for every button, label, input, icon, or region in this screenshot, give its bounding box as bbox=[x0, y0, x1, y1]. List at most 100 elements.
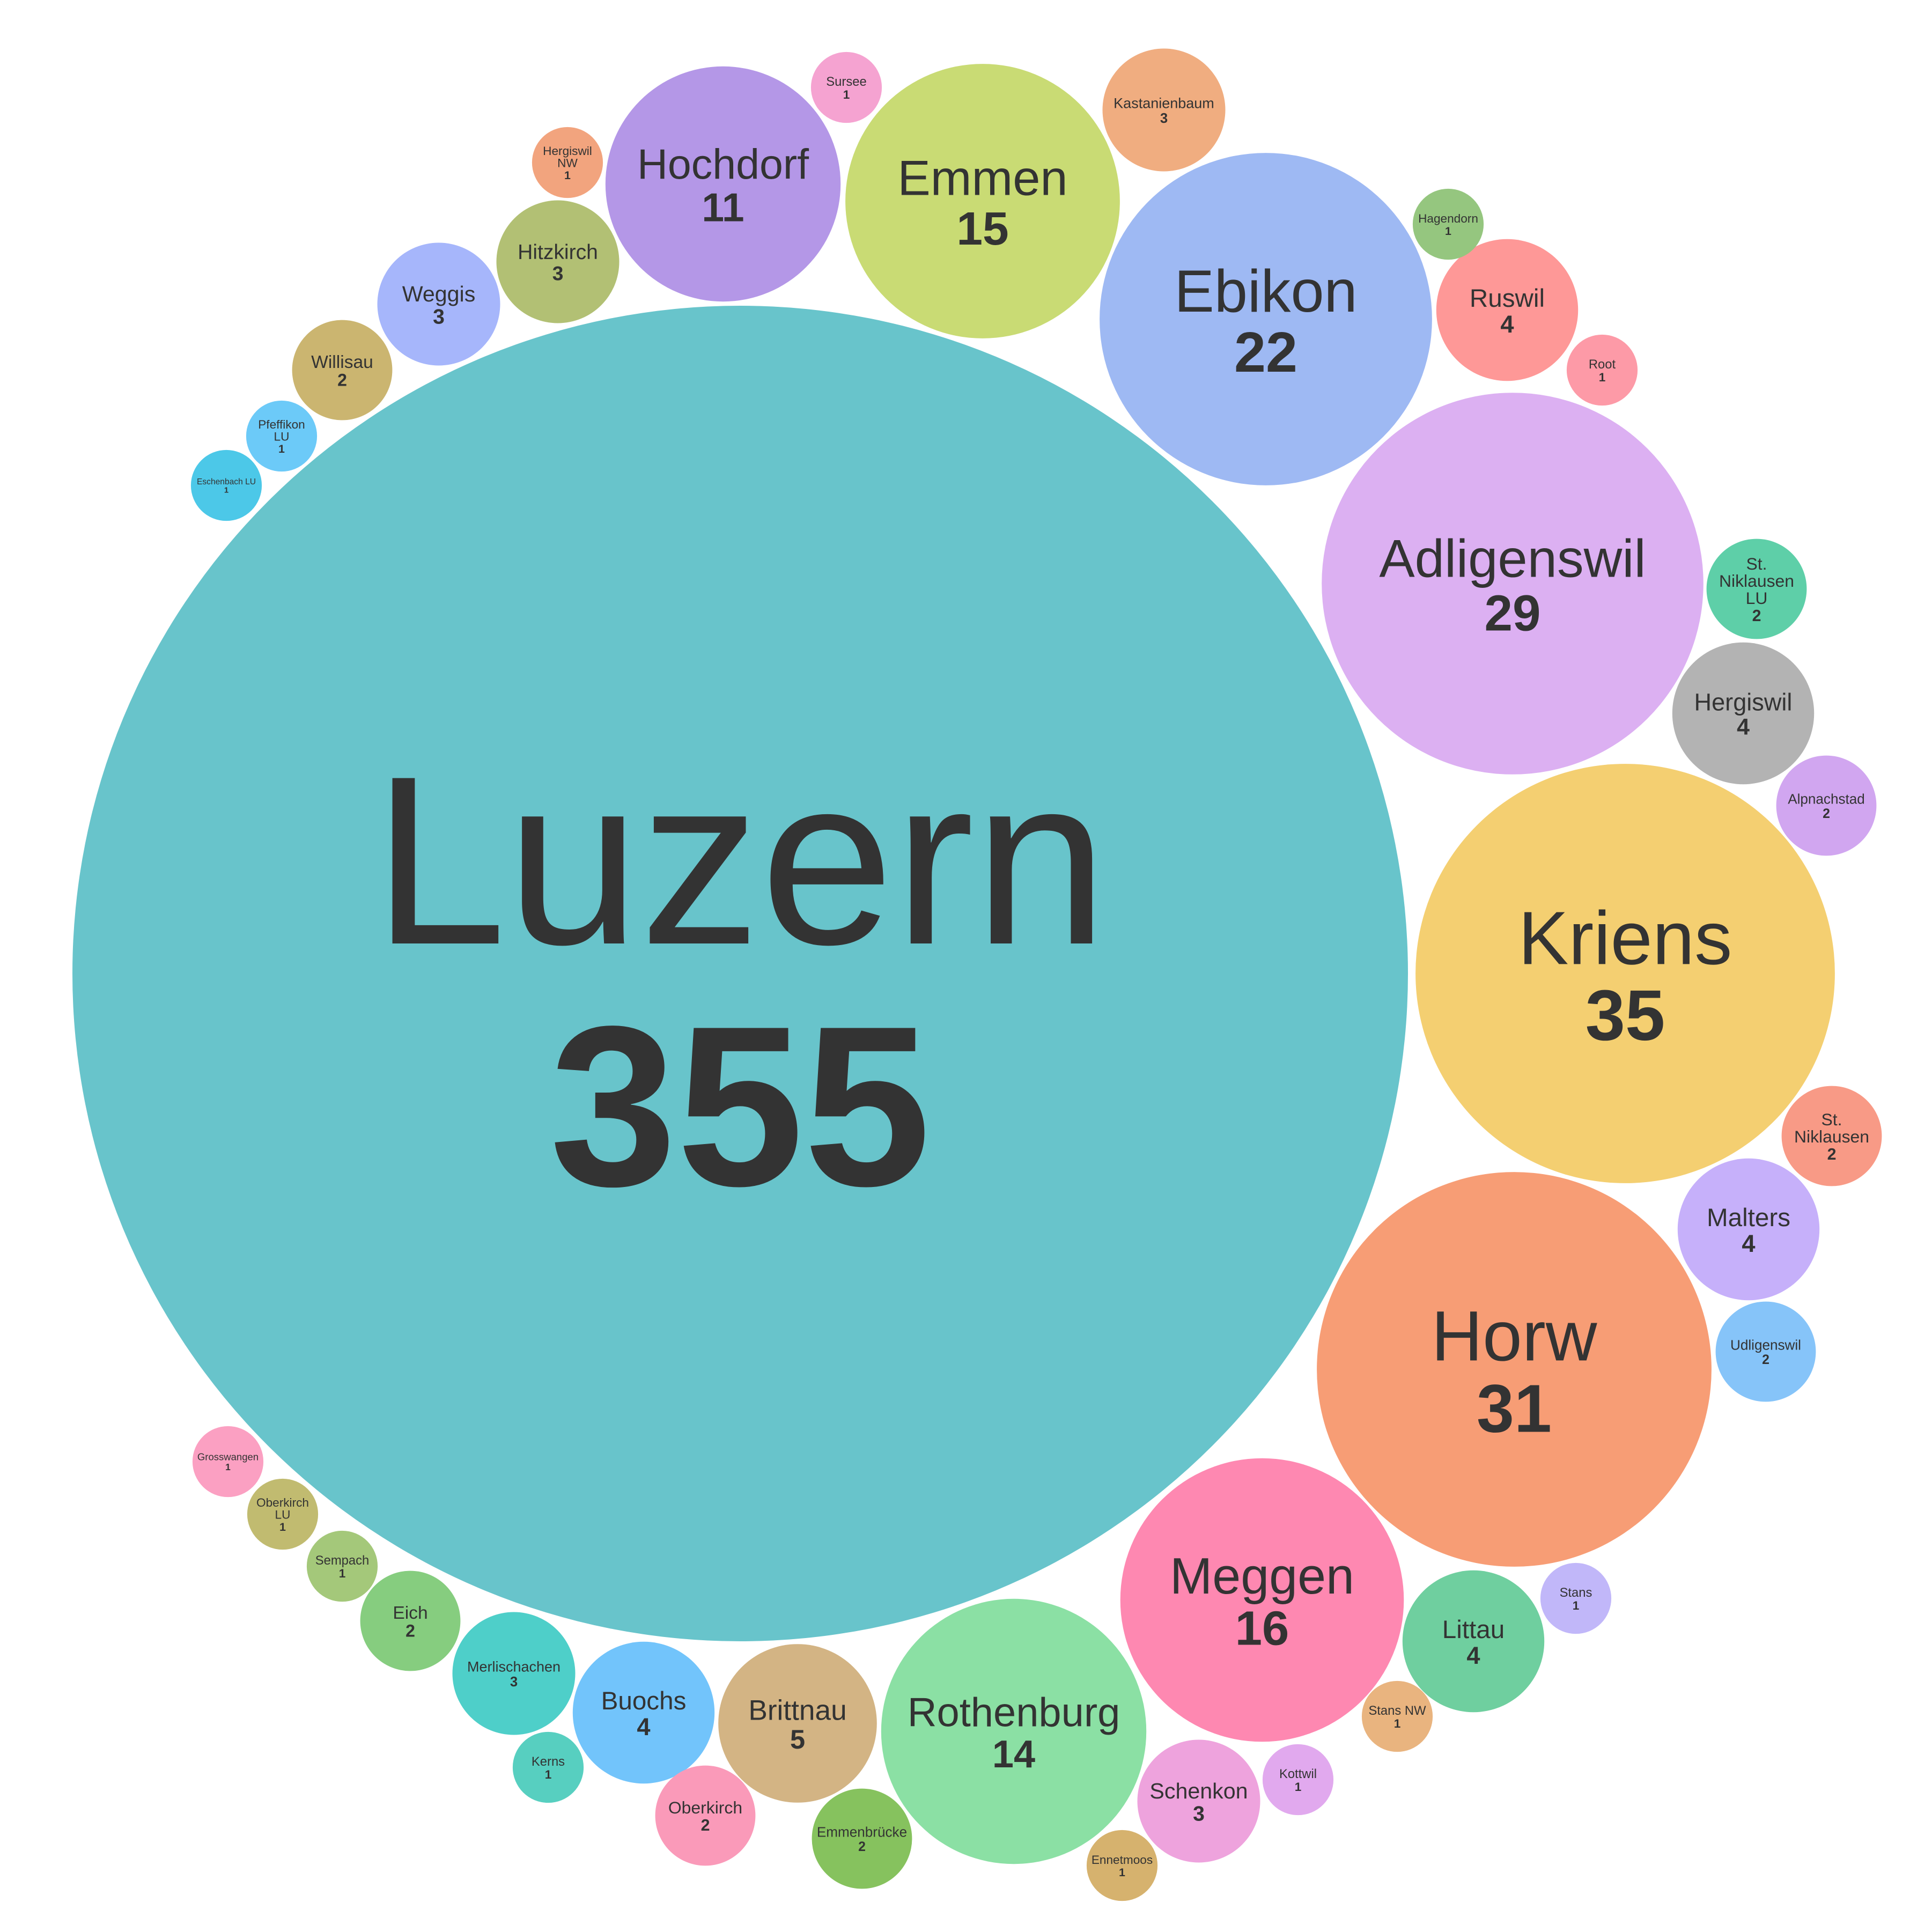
bubble-circle[interactable] bbox=[1361, 1680, 1433, 1752]
bubble-circle[interactable] bbox=[246, 400, 318, 472]
bubble-value: 3 bbox=[552, 262, 564, 284]
bubble-circle[interactable] bbox=[360, 1570, 461, 1671]
bubble-circle[interactable] bbox=[1102, 48, 1226, 172]
bubble-value: 1 bbox=[545, 1768, 552, 1781]
bubble-circle[interactable] bbox=[190, 449, 262, 521]
bubble-circle[interactable] bbox=[1672, 642, 1815, 785]
bubble-circle[interactable] bbox=[845, 64, 1120, 338]
bubble-circle[interactable] bbox=[247, 1478, 319, 1550]
bubble-circle[interactable] bbox=[881, 1598, 1147, 1864]
bubble-label: Malters bbox=[1707, 1204, 1790, 1232]
bubble-label: Sursee bbox=[826, 75, 866, 89]
bubble-circle[interactable] bbox=[1402, 1570, 1545, 1713]
bubble-circle[interactable] bbox=[306, 1530, 378, 1602]
bubble-circle[interactable] bbox=[718, 1644, 877, 1803]
bubble-circle[interactable] bbox=[1677, 1158, 1820, 1301]
bubble-label: Merlischachen bbox=[467, 1659, 561, 1675]
bubble-circle[interactable] bbox=[1412, 188, 1484, 260]
bubble-hergiswil-nw[interactable]: Hergiswil NW1 bbox=[532, 127, 603, 198]
bubble-st-niklausen-lu[interactable]: St. Niklausen LU2 bbox=[1706, 539, 1807, 639]
bubble-oberkirch-lu[interactable]: Oberkirch LU1 bbox=[247, 1478, 319, 1550]
bubble-label: Emmen bbox=[897, 151, 1067, 206]
bubble-label: Littau bbox=[1442, 1616, 1505, 1644]
bubble-circle[interactable] bbox=[192, 1426, 264, 1498]
bubble-circle[interactable] bbox=[452, 1612, 576, 1735]
bubble-circle[interactable] bbox=[1120, 1458, 1404, 1742]
bubble-circle[interactable] bbox=[1317, 1172, 1712, 1567]
bubble-circle[interactable] bbox=[655, 1765, 756, 1866]
bubble-eschenbach-lu[interactable]: Eschenbach LU1 bbox=[190, 449, 262, 521]
bubble-label: Hochdorf bbox=[637, 141, 809, 188]
bubble-circle[interactable] bbox=[1086, 1830, 1158, 1901]
bubble-circle[interactable] bbox=[1566, 334, 1638, 406]
bubble-circle[interactable] bbox=[605, 66, 841, 302]
bubble-value: 1 bbox=[1119, 1866, 1125, 1879]
bubble-label: St. Niklausen bbox=[1794, 1110, 1869, 1146]
bubble-circle[interactable] bbox=[496, 200, 620, 323]
bubble-stans-nw[interactable]: Stans NW1 bbox=[1361, 1680, 1433, 1752]
bubble-circle[interactable] bbox=[1322, 393, 1704, 775]
bubble-circle[interactable] bbox=[1100, 153, 1432, 485]
bubble-circle[interactable] bbox=[1776, 755, 1877, 856]
bubble-circle[interactable] bbox=[72, 306, 1408, 1641]
bubble-circle[interactable] bbox=[1436, 239, 1579, 381]
bubble-pfeffikon-lu[interactable]: Pfeffikon LU1 bbox=[246, 400, 318, 472]
bubble-circle[interactable] bbox=[1262, 1744, 1334, 1816]
bubble-label: Horw bbox=[1432, 1296, 1597, 1376]
bubble-label: Meggen bbox=[1170, 1548, 1354, 1605]
bubble-circle[interactable] bbox=[377, 242, 500, 366]
bubble-circle[interactable] bbox=[512, 1731, 584, 1803]
bubble-circle[interactable] bbox=[1415, 764, 1835, 1183]
bubble-circle[interactable] bbox=[292, 320, 393, 421]
bubble-value: 2 bbox=[405, 1621, 415, 1641]
bubble-value: 2 bbox=[701, 1817, 710, 1834]
bubble-circle[interactable] bbox=[1781, 1086, 1882, 1186]
bubble-circle[interactable] bbox=[810, 51, 882, 123]
bubble-circle[interactable] bbox=[532, 127, 603, 198]
bubble-circle[interactable] bbox=[572, 1641, 715, 1784]
bubble-circle[interactable] bbox=[1137, 1739, 1260, 1863]
bubble-circle[interactable] bbox=[1706, 539, 1807, 639]
bubble-label: Eich bbox=[393, 1603, 427, 1623]
bubble-circle[interactable] bbox=[812, 1788, 912, 1889]
bubble-label: Emmenbrücke bbox=[817, 1824, 907, 1840]
bubble-circle[interactable] bbox=[1715, 1301, 1816, 1402]
bubble-circle[interactable] bbox=[1540, 1562, 1612, 1634]
